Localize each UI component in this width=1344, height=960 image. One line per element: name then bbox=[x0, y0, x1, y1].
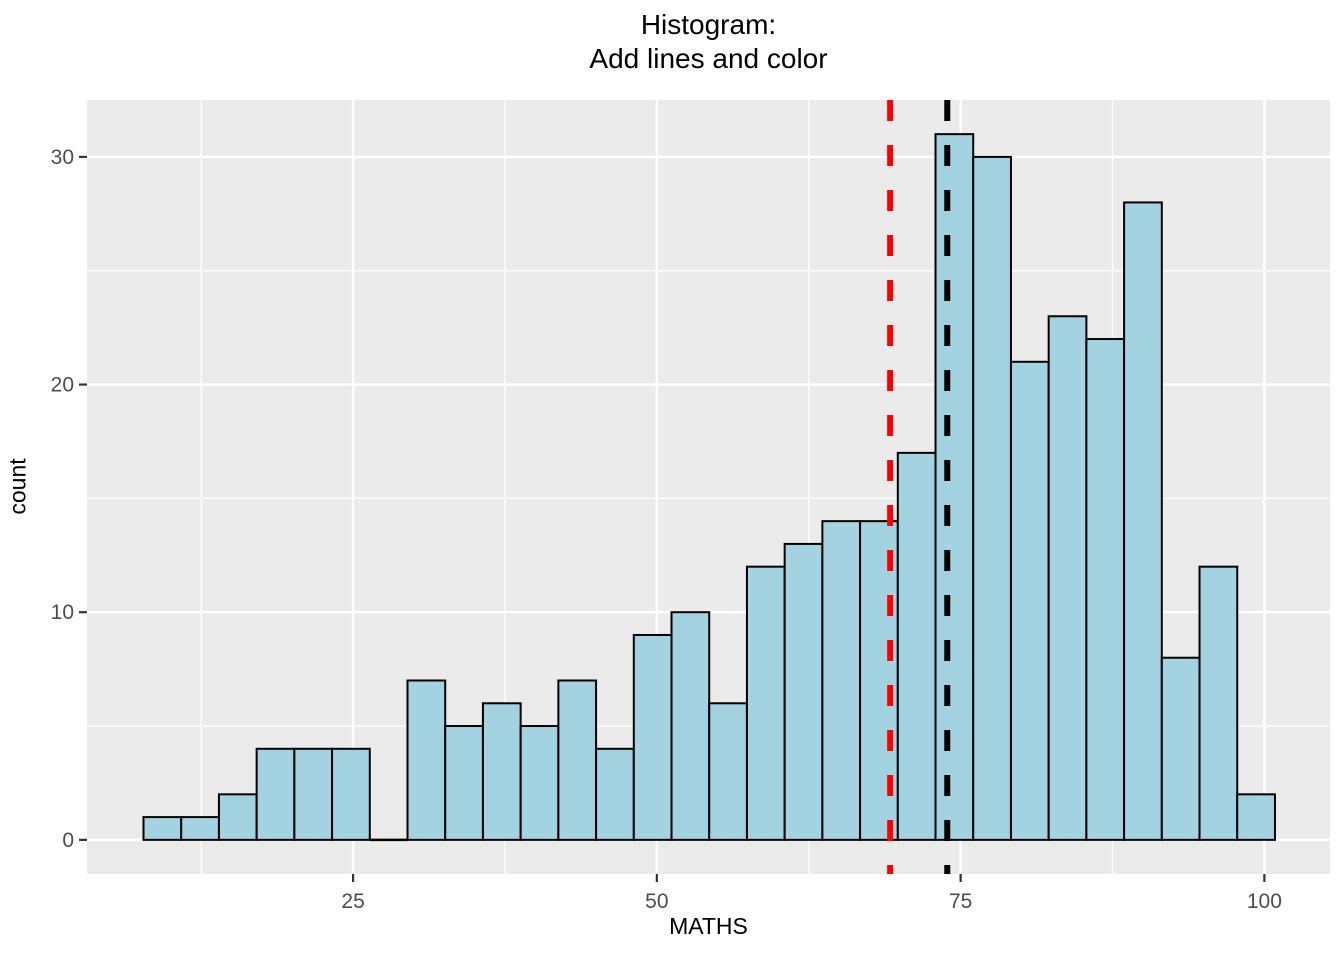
histogram-bar bbox=[859, 520, 899, 841]
y-tick-label: 30 bbox=[51, 146, 74, 169]
x-tick-label: 25 bbox=[341, 890, 364, 913]
x-tick-label: 100 bbox=[1247, 890, 1282, 913]
histogram-bar bbox=[180, 816, 220, 841]
histogram-bar bbox=[972, 155, 1012, 841]
histogram-bar bbox=[1047, 315, 1088, 841]
x-tick-label: 75 bbox=[949, 890, 972, 913]
histogram-bar bbox=[632, 633, 673, 841]
histogram-bar bbox=[934, 133, 975, 841]
x-tick-label: 50 bbox=[645, 890, 668, 913]
y-axis-title: count bbox=[4, 458, 31, 515]
histogram-bar bbox=[1009, 360, 1050, 841]
histogram-bar bbox=[481, 702, 522, 841]
y-tick-label: 10 bbox=[51, 601, 74, 624]
histogram-bar bbox=[595, 747, 635, 841]
histogram-bar bbox=[293, 747, 334, 841]
histogram-bar bbox=[519, 725, 560, 841]
chart-title-line1: Histogram: bbox=[640, 9, 777, 40]
histogram-bar bbox=[217, 793, 258, 841]
histogram-bar bbox=[142, 816, 183, 841]
histogram-bar bbox=[821, 520, 862, 841]
histogram-bar bbox=[1160, 656, 1201, 841]
histogram-bar bbox=[783, 542, 824, 841]
histogram-bar bbox=[1123, 201, 1163, 841]
histogram-bar bbox=[444, 725, 484, 841]
histogram-bar bbox=[1236, 793, 1276, 841]
chart-title-line2: Add lines and color bbox=[589, 43, 828, 74]
y-tick-label: 20 bbox=[51, 374, 74, 397]
chart-title: Histogram: Add lines and color bbox=[87, 8, 1330, 76]
histogram-bar bbox=[745, 565, 786, 841]
histogram-bar bbox=[1085, 338, 1126, 841]
x-axis-title: MATHS bbox=[669, 913, 748, 939]
histogram-bar bbox=[331, 747, 371, 841]
histogram-bar bbox=[670, 611, 711, 841]
histogram-bar bbox=[1198, 565, 1239, 841]
histogram-bar bbox=[708, 702, 748, 841]
histogram-bar bbox=[255, 747, 296, 841]
histogram-bar bbox=[896, 451, 937, 841]
y-tick-label: 0 bbox=[62, 829, 74, 852]
histogram-bar bbox=[406, 679, 447, 841]
histogram-bar bbox=[557, 679, 598, 841]
